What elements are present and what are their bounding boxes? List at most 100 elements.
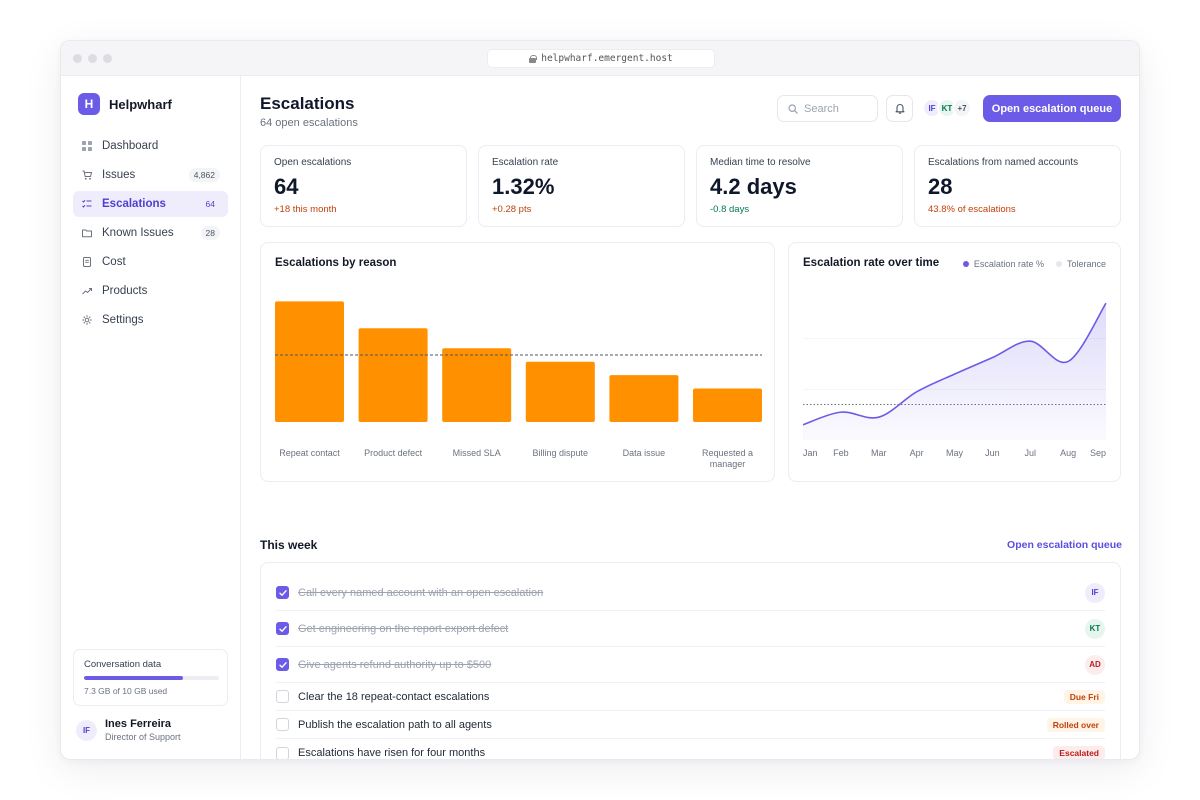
kpi-delta: +0.28 pts <box>492 204 532 215</box>
more-members-count[interactable]: +7 <box>952 98 972 118</box>
sidebar-item-cost[interactable]: Cost <box>73 249 228 275</box>
storage-title: Conversation data <box>84 659 162 670</box>
bar-2[interactable] <box>358 328 428 422</box>
task-status-pill: Due Fri <box>1063 689 1105 704</box>
document-icon <box>83 257 91 267</box>
address-bar[interactable]: helpwharf.emergent.host <box>487 49 715 68</box>
task-row: Escalations have risen for four months Es… <box>276 739 1105 759</box>
gear-icon <box>82 315 92 325</box>
page-title: Escalations <box>260 94 355 113</box>
kpi-card: Open escalations 64 +18 this month <box>260 145 467 227</box>
task-checkbox[interactable] <box>276 622 289 635</box>
trend-icon <box>82 288 92 295</box>
sidebar: H Helpwharf Dashboard Issues 4,862 Escalati… <box>61 76 241 759</box>
task-assignee-avatar[interactable]: AD <box>1085 654 1105 675</box>
sidebar-item-label: Escalations <box>102 198 166 210</box>
sidebar-item-label: Settings <box>102 314 144 326</box>
sidebar-item-dashboard[interactable]: Dashboard <box>73 133 228 159</box>
kpi-delta: +18 this month <box>274 204 337 215</box>
storage-used-text: 7.3 GB of 10 GB used <box>84 686 168 696</box>
open-escalation-queue-button[interactable]: Open escalation queue <box>983 95 1121 122</box>
sidebar-item-escalations[interactable]: Escalations 64 <box>73 191 228 217</box>
sidebar-item-settings[interactable]: Settings <box>73 307 228 333</box>
rate-series-line[interactable] <box>802 302 1107 426</box>
task-checkbox[interactable] <box>276 690 289 703</box>
user-role: Director of Support <box>105 732 181 742</box>
sidebar-item-label: Products <box>102 285 148 297</box>
sidebar-item-issues[interactable]: Issues 4,862 <box>73 162 228 188</box>
sidebar-item-known-issues[interactable]: Known Issues 28 <box>73 220 228 246</box>
bar-category-label: Missed SLA <box>453 448 501 458</box>
bar-category-label: Product defect <box>364 448 423 458</box>
task-status-text: Escalated <box>1053 746 1105 759</box>
sidebar-item-label: Issues <box>102 169 136 181</box>
task-status-text: Rolled over <box>1046 717 1105 732</box>
cart-icon <box>82 170 92 180</box>
bar-1[interactable] <box>275 301 344 422</box>
task-assignee-initials: KT <box>1085 618 1105 639</box>
bar-chart-title: Escalations by reason <box>275 257 397 269</box>
task-checkbox[interactable] <box>276 658 289 671</box>
kpi-delta: 43.8% of escalations <box>928 204 1016 215</box>
browser-titlebar: helpwharf.emergent.host <box>61 41 1139 76</box>
bar-3[interactable] <box>442 348 512 422</box>
sidebar-item-count: 4,862 <box>188 168 220 182</box>
kpi-card: Escalations from named accounts 28 43.8% o… <box>914 145 1121 227</box>
line-chart-title: Escalation rate over time <box>803 257 940 269</box>
sidebar-item-products[interactable]: Products <box>73 278 228 304</box>
brand[interactable]: H Helpwharf <box>78 93 172 115</box>
search-icon <box>788 103 798 114</box>
bar-6[interactable] <box>693 388 762 423</box>
escalations-by-reason-card: Escalations by reason Repeat contact Prod… <box>260 242 775 482</box>
task-status-pill: Escalated <box>1053 746 1105 759</box>
x-tick-label: Aug <box>1060 448 1076 458</box>
line-chart: Jan Feb Mar Apr May Jun Jul Aug Sep <box>802 302 1107 458</box>
storage-fill <box>84 676 183 680</box>
team-avatar-stack[interactable]: IF KT +7 <box>922 98 972 118</box>
task-assignee-initials: AD <box>1085 654 1105 675</box>
bar-4[interactable] <box>525 361 595 422</box>
rate-area-fill <box>803 303 1106 440</box>
checkmark-icon <box>278 589 287 596</box>
bar-category-label: Data issue <box>623 448 666 458</box>
x-tick-label: Mar <box>871 448 887 458</box>
grid-icon <box>82 141 92 151</box>
x-tick-label: Apr <box>910 448 924 458</box>
task-row: Publish the escalation path to all agent… <box>276 711 1105 739</box>
user-profile[interactable]: IF Ines Ferreira Director of Support <box>76 718 181 742</box>
task-assignee-avatar[interactable]: IF <box>1085 582 1105 603</box>
storage-widget: Conversation data 7.3 GB of 10 GB used <box>73 649 228 706</box>
task-checkbox[interactable] <box>276 718 289 731</box>
kpi-card: Escalation rate 1.32% +0.28 pts <box>478 145 685 227</box>
legend-tolerance: Tolerance <box>1055 259 1106 269</box>
main-content: Escalations 64 open escalations Search I… <box>260 76 1122 759</box>
task-list: Call every named account with an open es… <box>260 562 1121 759</box>
this-week-queue-link[interactable]: Open escalation queue <box>1007 539 1122 551</box>
x-tick-label: Jun <box>985 448 1000 458</box>
kpi-value: 4.2 days <box>710 174 797 199</box>
brand-name: Helpwharf <box>109 96 172 112</box>
sidebar-item-count: 28 <box>200 226 220 240</box>
checkmark-icon <box>278 661 287 668</box>
bar-5[interactable] <box>609 375 679 422</box>
window-close-dot[interactable] <box>73 54 82 63</box>
this-week-title: This week <box>260 538 318 552</box>
legend-series: Escalation rate % <box>962 259 1044 269</box>
task-row: Get engineering on the report export def… <box>276 611 1105 647</box>
kpi-label: Escalation rate <box>492 157 559 168</box>
kpi-label: Open escalations <box>274 157 352 168</box>
task-text: Escalations have risen for four months <box>298 747 486 759</box>
x-tick-label: Jul <box>1024 448 1036 458</box>
window-maximize-dot[interactable] <box>103 54 112 63</box>
task-assignee-avatar[interactable]: KT <box>1085 618 1105 639</box>
sidebar-item-label: Dashboard <box>102 140 159 152</box>
search-input[interactable]: Search <box>777 95 878 122</box>
kpi-value: 64 <box>274 174 299 199</box>
user-avatar: IF <box>76 719 97 741</box>
task-checkbox[interactable] <box>276 586 289 599</box>
window-minimize-dot[interactable] <box>88 54 97 63</box>
task-checkbox[interactable] <box>276 746 289 759</box>
storage-bar <box>84 676 219 680</box>
kpi-value: 1.32% <box>492 174 555 199</box>
notifications-button[interactable] <box>886 95 913 122</box>
